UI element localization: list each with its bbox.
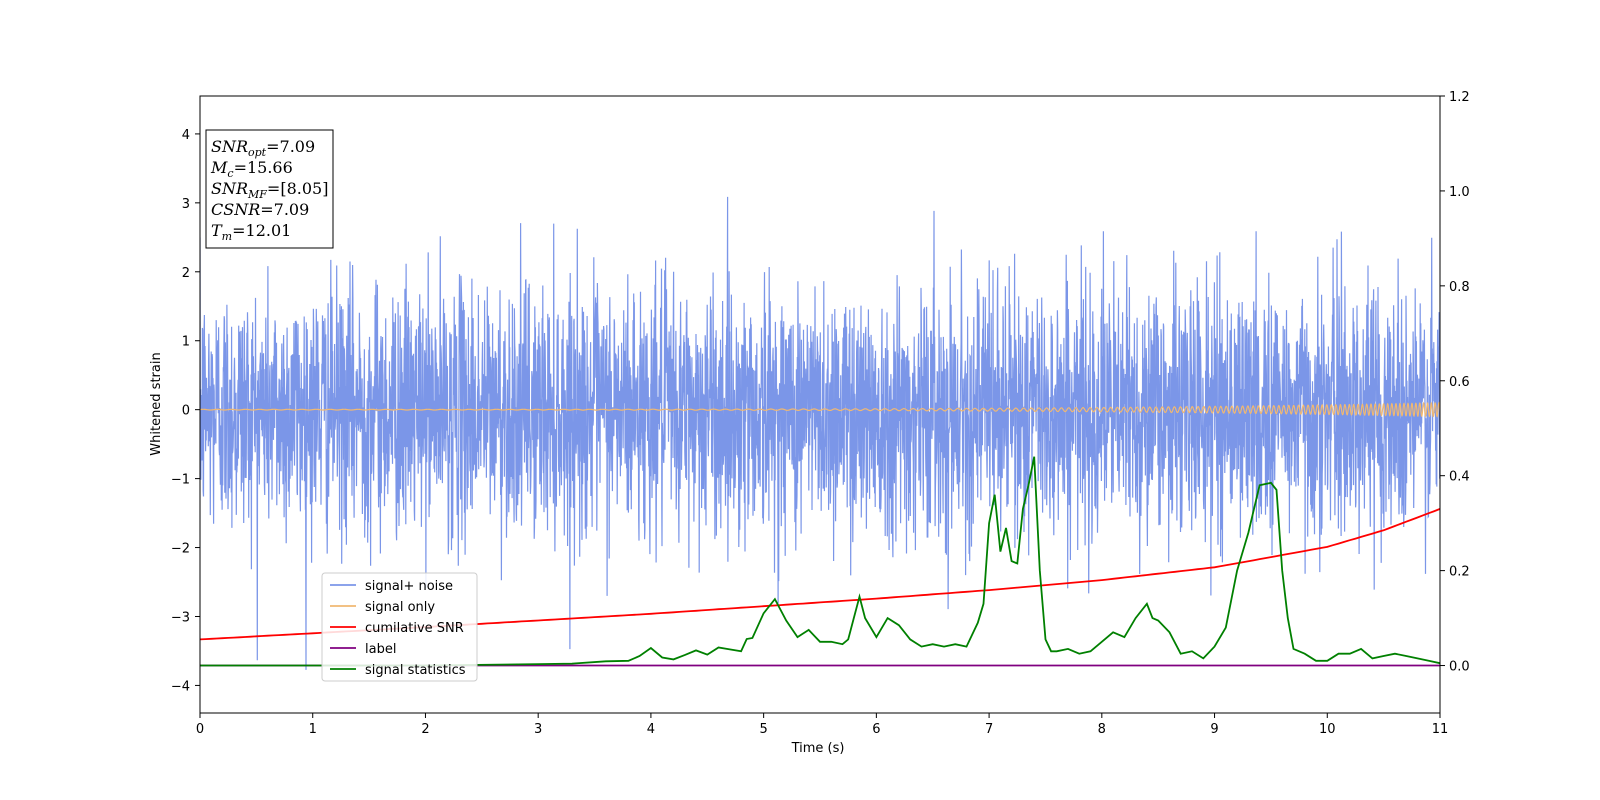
annotation-line: CSNR=7.09 — [211, 200, 309, 219]
y-axis-label: Whitened strain — [149, 352, 164, 455]
annotation-line: SNRopt=7.09 — [211, 137, 315, 159]
x-axis-label: Time (s) — [791, 741, 845, 756]
legend-label: signal only — [365, 600, 435, 615]
x-tick-label: 5 — [759, 722, 767, 737]
x-tick-label: 3 — [534, 722, 542, 737]
x-tick-label: 1 — [309, 722, 317, 737]
plot-frame — [199, 95, 1441, 714]
x-tick-label: 4 — [647, 722, 655, 737]
y-tick-label: 0 — [182, 404, 190, 419]
y-axis-left: 4 3 2 1 0 −1 −2 −3 −4 — [171, 128, 200, 694]
y2-tick-label: 0.0 — [1449, 660, 1470, 675]
y-tick-label: 3 — [182, 197, 190, 212]
x-tick-label: 10 — [1319, 722, 1336, 737]
legend-label: label — [365, 642, 396, 657]
x-tick-label: 11 — [1432, 722, 1449, 737]
x-tick-label: 2 — [421, 722, 429, 737]
y2-tick-label: 0.4 — [1449, 470, 1470, 485]
y2-tick-label: 1.0 — [1449, 185, 1470, 200]
y-tick-label: 4 — [182, 128, 190, 143]
series-signal-only — [200, 401, 1440, 418]
y2-tick-label: 0.8 — [1449, 280, 1470, 295]
y2-tick-label: 0.2 — [1449, 565, 1470, 580]
annotation-line: SNRMF=[8.05] — [211, 179, 328, 201]
x-tick-label: 0 — [196, 722, 204, 737]
y-tick-label: 1 — [182, 335, 190, 350]
y-tick-label: 2 — [182, 266, 190, 281]
y2-tick-label: 0.6 — [1449, 375, 1470, 390]
y-tick-label: −4 — [171, 679, 190, 694]
legend-label: signal+ noise — [365, 579, 453, 594]
y2-tick-label: 1.2 — [1449, 90, 1470, 105]
y-tick-label: −1 — [171, 473, 190, 488]
annotation-box: SNRopt=7.09Mc=15.66SNRMF=[8.05]CSNR=7.09… — [205, 129, 334, 249]
x-axis: 0 1 2 3 4 5 6 7 8 9 10 11 — [196, 713, 1448, 737]
legend-label: signal statistics — [365, 663, 466, 678]
legend-label: cumilative SNR — [365, 621, 464, 636]
annotation-frame — [205, 129, 334, 249]
x-tick-label: 9 — [1210, 722, 1218, 737]
series-signal-statistics — [200, 456, 1440, 667]
legend-frame — [321, 572, 478, 682]
annotation-line: Tm=12.01 — [211, 221, 291, 243]
legend: signal+ noise signal only cumilative SNR la… — [321, 572, 478, 682]
y-tick-label: −3 — [171, 610, 190, 625]
y-tick-label: −2 — [171, 542, 190, 557]
x-tick-label: 7 — [985, 722, 993, 737]
annotation-line: Mc=15.66 — [210, 158, 293, 180]
y-axis-right: 1.2 1.0 0.8 0.6 0.4 0.2 0.0 — [1440, 90, 1470, 675]
x-tick-label: 8 — [1098, 722, 1106, 737]
x-tick-label: 6 — [872, 722, 880, 737]
